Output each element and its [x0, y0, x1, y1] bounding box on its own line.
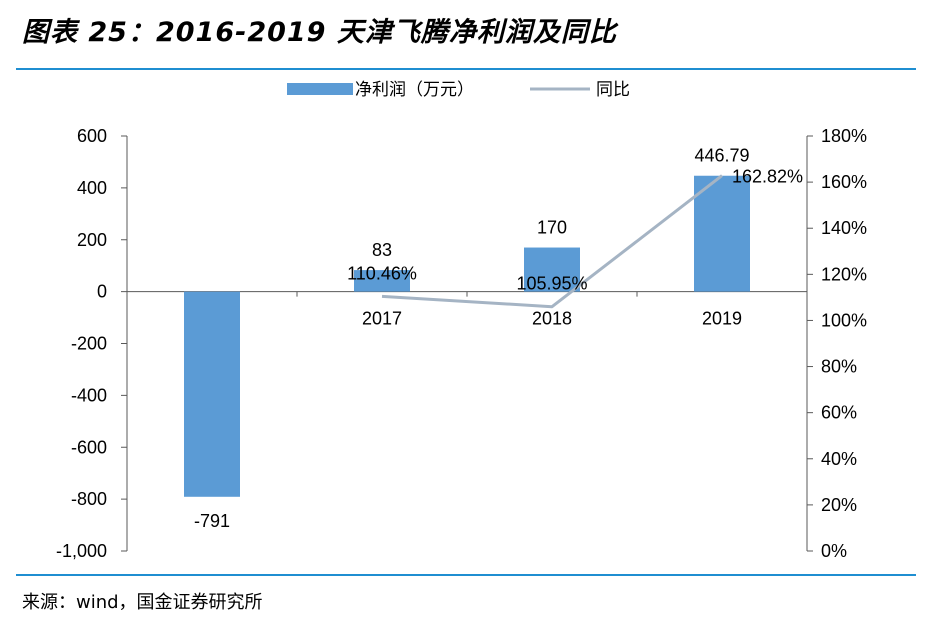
left-axis-tick-label: -600	[71, 437, 107, 457]
right-axis-tick-label: 120%	[821, 264, 867, 284]
right-axis-tick-label: 0%	[821, 541, 847, 561]
right-axis-tick-label: 80%	[821, 357, 857, 377]
category-label-2019: 2019	[702, 309, 742, 329]
bar-2018	[524, 247, 580, 292]
bars	[184, 175, 750, 497]
right-axis-tick-label: 60%	[821, 403, 857, 423]
left-axis-tick-label: 200	[77, 230, 107, 250]
left-axis-tick-label: -1,000	[56, 541, 107, 561]
legend-label-yoy: 同比	[596, 80, 630, 99]
axes: -1,000 -800 -600 -400 -200 0 200 400 600 0% 20% 40%…	[56, 126, 867, 561]
bar-2019	[694, 175, 750, 292]
category-label-2017: 2017	[362, 309, 402, 329]
source-divider	[16, 574, 916, 576]
bar-value-label-2018: 170	[537, 218, 567, 238]
legend-swatch-net-profit	[287, 83, 353, 95]
bar-value-label-2019: 446.79	[694, 146, 749, 166]
data-labels: -791 83 170 446.79 110.46% 105.95% 162.82%	[194, 146, 803, 531]
source-note: 来源：wind，国金证券研究所	[22, 592, 263, 613]
right-axis-tick-label: 100%	[821, 310, 867, 330]
right-axis-tick-label: 20%	[821, 495, 857, 515]
right-axis-tick-label: 180%	[821, 126, 867, 146]
bar-2017	[354, 270, 410, 292]
left-axis-tick-label: -200	[71, 334, 107, 354]
yoy-value-label-2019: 162.82%	[732, 167, 803, 187]
yoy-value-label-2018: 105.95%	[516, 274, 587, 294]
plot-area	[38, 74, 896, 567]
left-axis-tick-label: -400	[71, 385, 107, 405]
left-axis-tick-label: -800	[71, 489, 107, 509]
right-axis-tick-label: 160%	[821, 172, 867, 192]
title-divider	[16, 68, 916, 70]
right-axis-tick-label: 140%	[821, 218, 867, 238]
bar-value-label-2016: -791	[194, 511, 230, 531]
left-axis-tick-label: 600	[77, 126, 107, 146]
left-axis-tick-label: 400	[77, 178, 107, 198]
bar-value-label-2017: 83	[372, 240, 392, 260]
right-axis-tick-label: 40%	[821, 449, 857, 469]
chart-title: 图表 25：2016-2019 天津飞腾净利润及同比	[22, 17, 617, 48]
legend-label-net-profit: 净利润（万元）	[355, 80, 474, 99]
bar-2016	[184, 291, 240, 497]
left-axis-tick-label: 0	[97, 282, 107, 302]
yoy-line-series	[381, 174, 723, 309]
category-label-2018: 2018	[532, 309, 572, 329]
legend: 净利润（万元） 同比	[287, 80, 630, 99]
yoy-value-label-2017: 110.46%	[347, 263, 417, 283]
